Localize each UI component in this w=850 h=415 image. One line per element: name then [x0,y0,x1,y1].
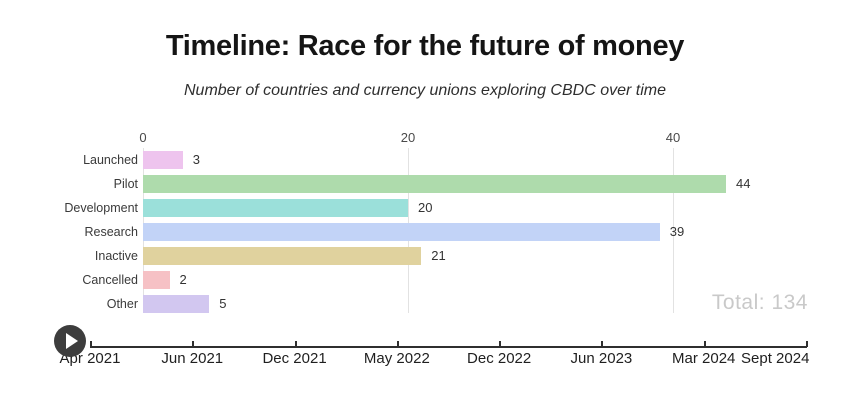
bar-value-development: 20 [418,200,433,215]
timeline-tick [90,341,92,347]
timeline-tick [806,341,808,347]
timeline-label-jun-2023: Jun 2023 [570,350,633,367]
timeline-tick [192,341,195,347]
category-label-inactive: Inactive [94,249,138,263]
timeline-tick [499,341,502,347]
timeline-label-dec-2022: Dec 2022 [467,350,532,367]
timeline-tick [294,341,297,347]
bar-launched[interactable] [143,151,183,169]
category-label-research: Research [84,225,139,239]
play-icon [66,333,78,349]
play-button[interactable] [54,325,86,357]
total-count-label: Total: 134 [711,291,808,314]
bar-research[interactable] [143,223,660,241]
timeline-axis-line [90,346,807,348]
category-label-development: Development [64,201,138,215]
gridline-40 [673,148,674,313]
value-axis-tick-20: 20 [400,130,416,145]
category-label-other: Other [106,297,138,311]
bar-pilot[interactable] [143,175,726,193]
bar-value-research: 39 [669,224,685,239]
bar-development[interactable] [143,199,408,217]
timeline-label-sept-2024: Sept 2024 [741,350,810,367]
timeline-tick [703,341,706,347]
chart-title: Timeline: Race for the future of money [165,30,685,62]
category-label-pilot: Pilot [113,177,138,191]
category-label-cancelled: Cancelled [82,273,138,287]
timeline-tick [396,341,399,347]
bar-value-inactive: 21 [431,248,446,263]
timeline-tick [601,341,604,347]
timeline-label-mar-2024: Mar 2024 [672,350,736,367]
bar-value-launched: 3 [192,152,200,167]
bar-value-cancelled: 2 [179,272,187,287]
bar-cancelled[interactable] [143,271,170,289]
chart-subtitle: Number of countries and currency unions … [184,82,666,99]
bar-other[interactable] [143,295,210,313]
timeline-label-may-2022: May 2022 [363,350,430,367]
bar-inactive[interactable] [143,247,422,265]
bar-value-pilot: 44 [736,176,751,191]
category-label-launched: Launched [83,153,138,167]
timeline-label-dec-2021: Dec 2021 [262,350,327,367]
bar-value-other: 5 [219,296,227,311]
value-axis-tick-0: 0 [139,130,147,145]
value-axis-tick-40: 40 [665,130,681,145]
timeline-label-jun-2021: Jun 2021 [161,350,224,367]
